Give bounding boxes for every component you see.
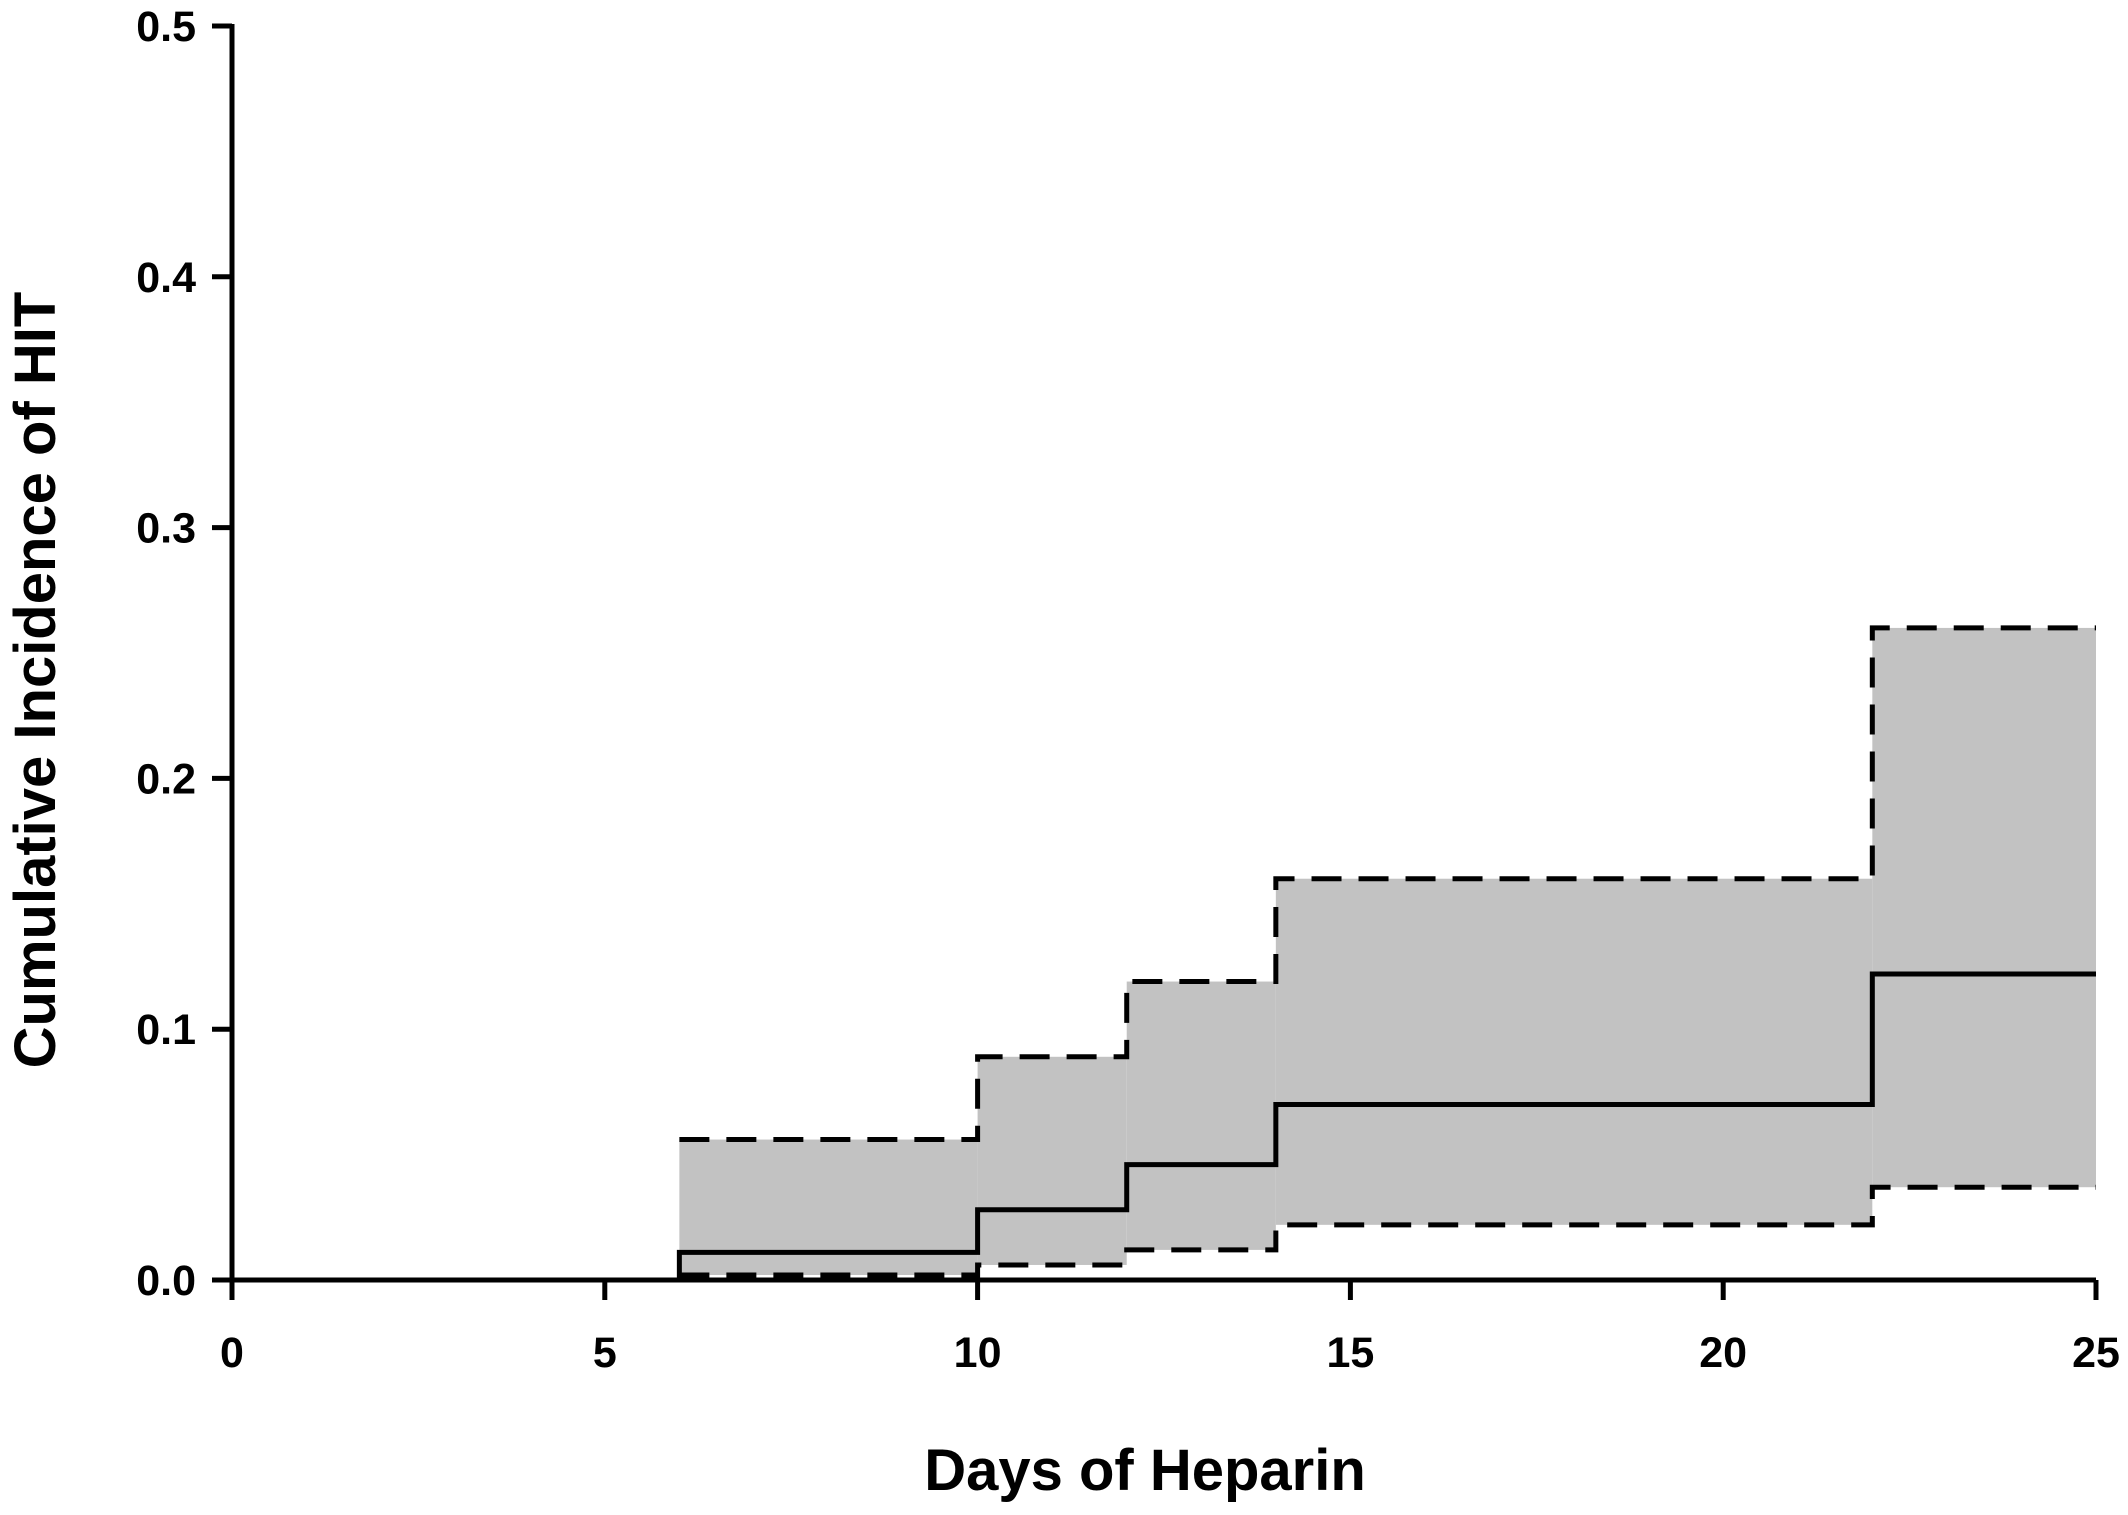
labels-layer: Days of Heparin Cumulative Incidence of … [3, 3, 2120, 1503]
x-axis-title: Days of Heparin [924, 1438, 1366, 1503]
confidence-band-layer [679, 627, 2096, 1275]
y-tick-label: 0.5 [136, 3, 196, 51]
cumulative-incidence-line [306, 971, 2096, 1283]
y-tick-label: 0.4 [136, 254, 196, 302]
lower-confidence-line [679, 1184, 2096, 1278]
confidence-band-segment [977, 1056, 1127, 1265]
x-tick-label: 0 [220, 1329, 244, 1377]
y-tick-label: 0.1 [136, 1006, 196, 1054]
axes-layer [212, 23, 2099, 1300]
confidence-band-segment [1872, 627, 2096, 1188]
y-tick-label: 0.0 [136, 1257, 196, 1305]
y-axis-title: Cumulative Incidence of HIT [3, 292, 68, 1069]
upper-confidence-line [679, 625, 2096, 1143]
x-tick-label: 25 [2072, 1329, 2120, 1377]
confidence-band-segment [1126, 981, 1276, 1250]
y-tick-label: 0.3 [136, 505, 196, 553]
x-tick-label: 20 [1699, 1329, 1747, 1377]
series-line-layer [306, 625, 2096, 1283]
confidence-band-segment [1275, 878, 1873, 1225]
x-tick-label: 5 [593, 1329, 617, 1377]
x-tick-label: 15 [1326, 1329, 1374, 1377]
y-tick-label: 0.2 [136, 755, 196, 803]
x-tick-label: 10 [954, 1329, 1002, 1377]
